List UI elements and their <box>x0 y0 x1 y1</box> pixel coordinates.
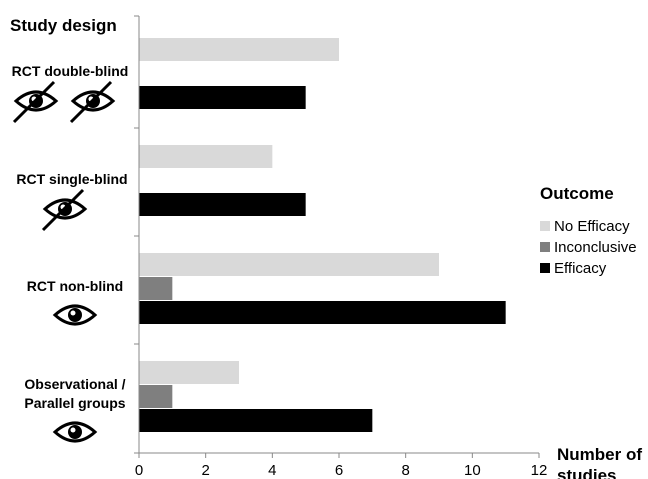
x-tick-label: 8 <box>401 462 409 479</box>
category-label: Parallel groups <box>24 395 125 411</box>
eye-icon <box>52 421 98 443</box>
eye-outline <box>52 304 98 326</box>
x-axis-title: Number of studies <box>557 445 642 479</box>
x-axis-title-line: studies <box>557 466 617 479</box>
legend-swatch <box>540 263 550 273</box>
category-labels: RCT double-blind RCT single-blind RCT non-… <box>12 63 129 443</box>
x-tick-label: 12 <box>531 462 548 479</box>
bar-inconclusive <box>139 385 173 408</box>
eye-highlight <box>70 310 76 316</box>
eye-icon <box>52 304 98 326</box>
x-tick-label: 10 <box>464 462 481 479</box>
legend: Outcome No Efficacy Inconclusive Efficacy <box>540 184 637 277</box>
bars-group <box>139 38 506 432</box>
x-tick-label: 2 <box>201 462 209 479</box>
eye-pupil <box>68 425 82 439</box>
eye-crossed-icon <box>12 80 59 124</box>
eye-highlight <box>70 427 76 433</box>
x-tick-label: 0 <box>135 462 143 479</box>
x-axis-title-line: Number of <box>557 445 642 464</box>
legend-label: No Efficacy <box>554 218 630 235</box>
bar-no-efficacy <box>139 253 439 276</box>
legend-label: Inconclusive <box>554 239 637 256</box>
category-label: RCT single-blind <box>16 171 127 187</box>
legend-label: Efficacy <box>554 260 607 277</box>
category-label: RCT non-blind <box>27 278 123 294</box>
legend-title: Outcome <box>540 184 614 203</box>
eye-outline <box>52 421 98 443</box>
bar-efficacy <box>139 86 306 109</box>
eye-crossed-icon <box>69 80 116 124</box>
eye-pupil <box>68 308 82 322</box>
bar-no-efficacy <box>139 361 239 384</box>
legend-swatch <box>540 221 550 231</box>
eye-slash <box>69 80 113 124</box>
category-label: Observational / <box>24 376 125 392</box>
axes-group: 0 2 4 6 8 10 12 <box>134 15 548 479</box>
bar-no-efficacy <box>139 38 339 61</box>
x-tick-label: 6 <box>335 462 343 479</box>
legend-swatch <box>540 242 550 252</box>
y-axis-title: Study design <box>10 16 117 35</box>
eye-slash <box>12 80 56 124</box>
eye-crossed-icon <box>41 188 88 232</box>
eye-slash <box>41 188 85 232</box>
bar-efficacy <box>139 193 306 216</box>
x-tick-label: 4 <box>268 462 276 479</box>
bar-inconclusive <box>139 277 173 300</box>
bar-no-efficacy <box>139 145 273 168</box>
category-label: RCT double-blind <box>12 63 129 79</box>
bar-efficacy <box>139 409 373 432</box>
bar-efficacy <box>139 301 506 324</box>
